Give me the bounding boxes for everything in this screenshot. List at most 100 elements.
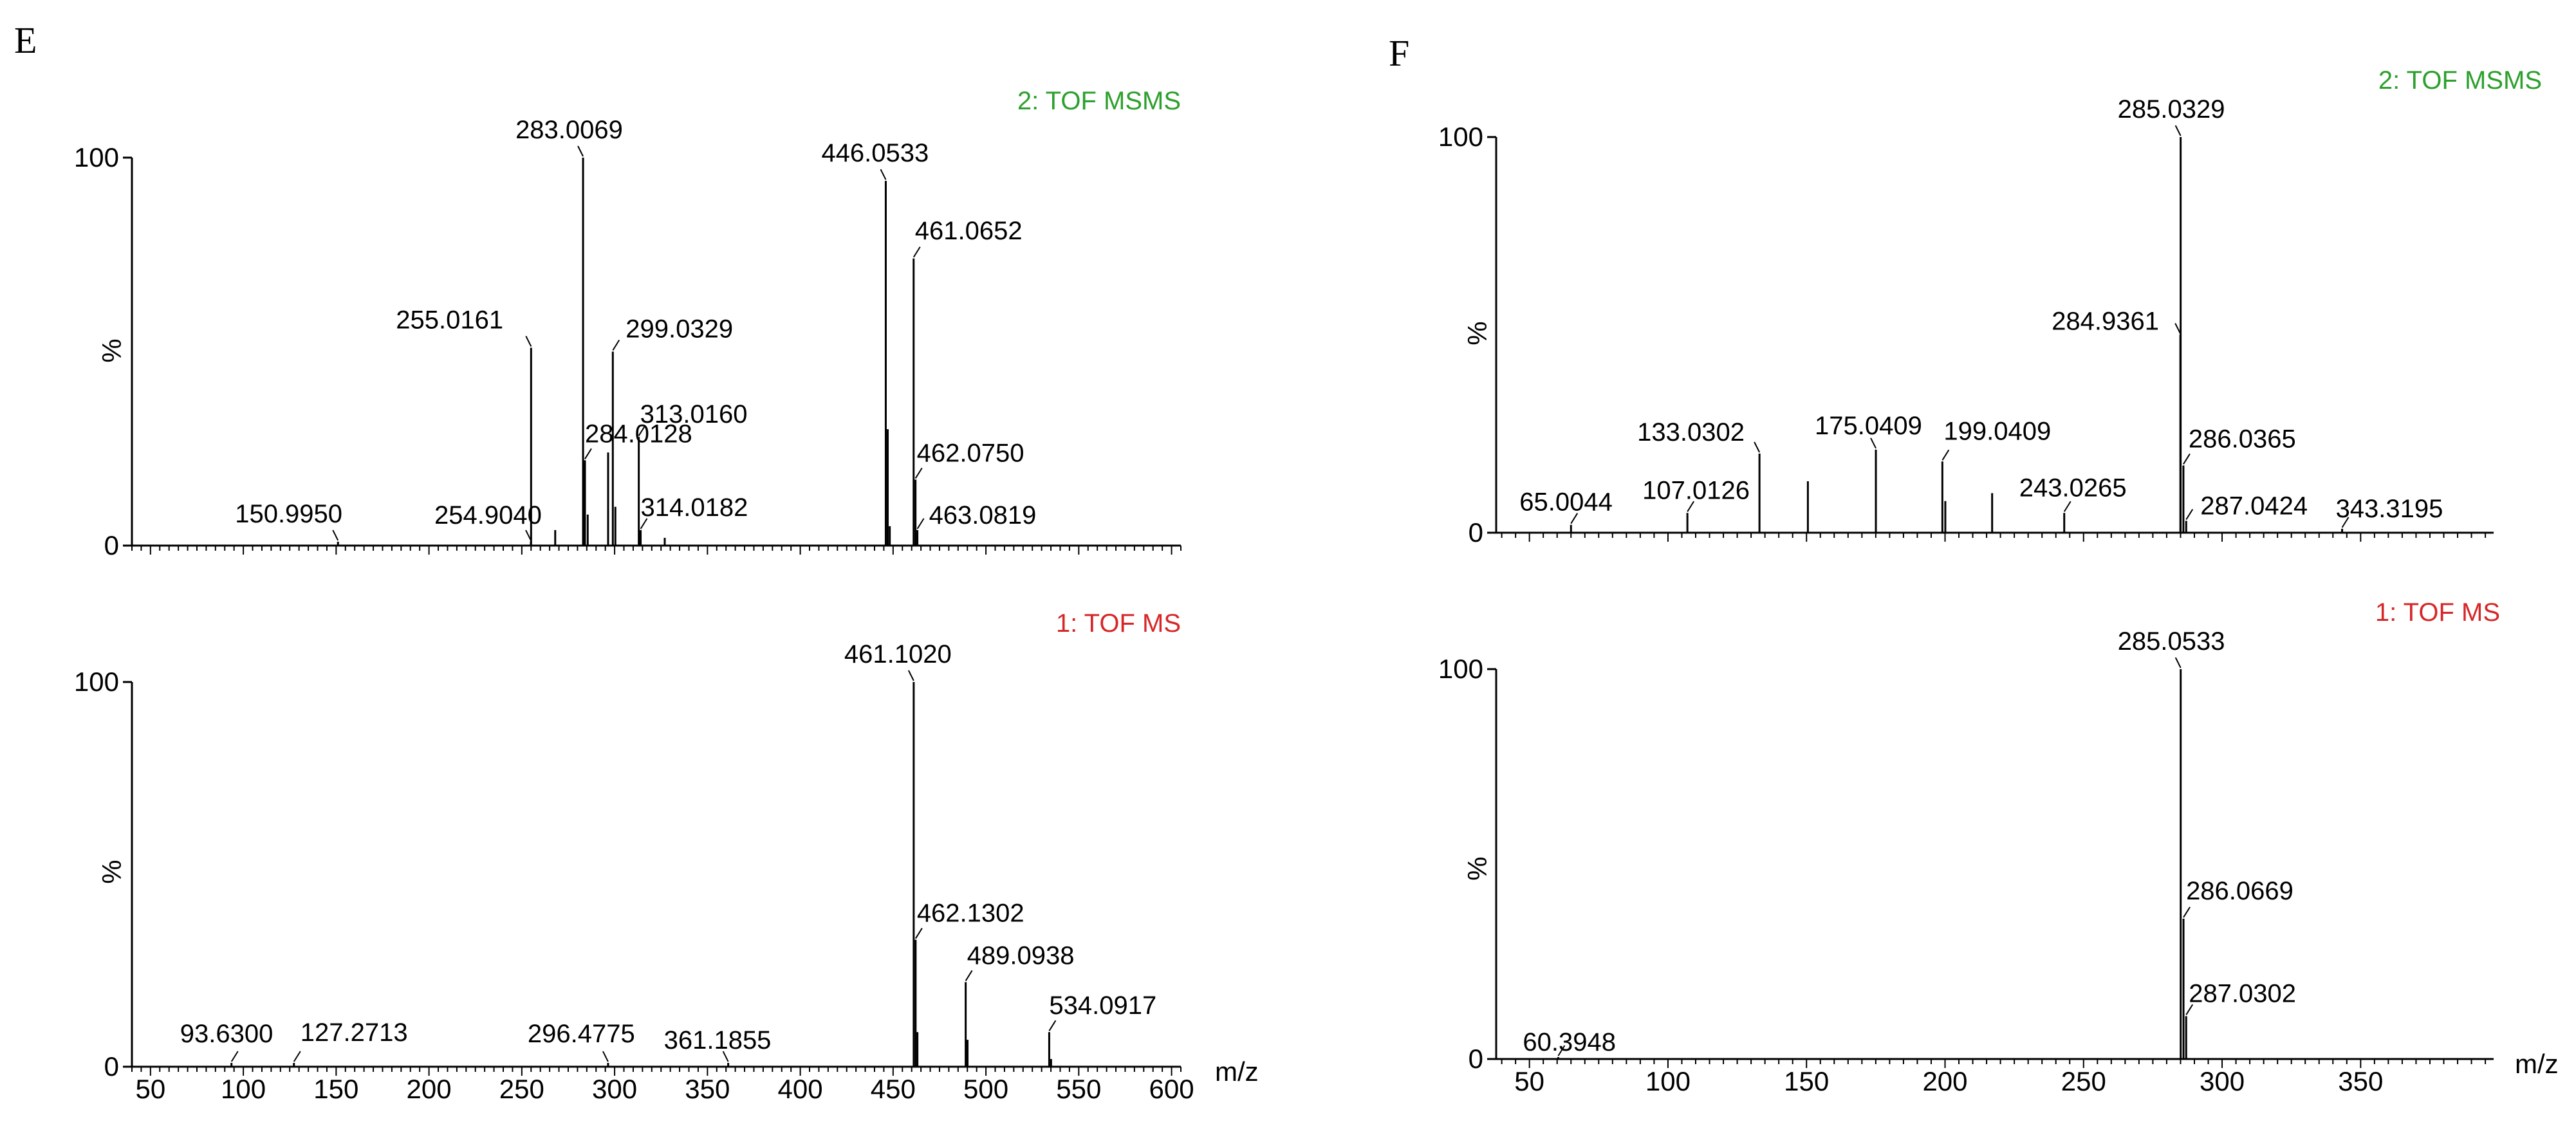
peak-label-leader xyxy=(880,169,887,180)
peak-label: 343.3195 xyxy=(2336,495,2443,523)
peak-label: 286.0669 xyxy=(2186,877,2293,905)
peak-label: 489.0938 xyxy=(967,941,1075,970)
x-tick-label: 50 xyxy=(135,1074,165,1104)
peak-label-leader xyxy=(525,336,532,347)
function-label: 2: TOF MSMS xyxy=(2378,66,2542,95)
x-tick-label: 250 xyxy=(2061,1066,2106,1096)
x-tick-label: 600 xyxy=(1149,1074,1194,1104)
peak-label-leader xyxy=(2174,657,2182,668)
x-tick-label: 200 xyxy=(1922,1066,1967,1096)
peak-label: 284.9361 xyxy=(2052,308,2159,336)
peak-label: 462.0750 xyxy=(917,439,1024,467)
x-axis-unit-label: m/z xyxy=(2515,1049,2559,1079)
peak-label: 286.0365 xyxy=(2189,425,2296,453)
peak-label: 463.0819 xyxy=(929,501,1037,530)
x-tick-label: 150 xyxy=(313,1074,358,1104)
peak-label-leader xyxy=(1570,513,1579,524)
peak-label: 461.0652 xyxy=(915,217,1023,245)
peak-label-leader xyxy=(916,518,925,530)
panel-f-x-axis: m/z 50 100 150 200 250 300 350 xyxy=(1514,1049,2558,1096)
x-tick-label: 150 xyxy=(1784,1066,1829,1096)
peak-label: 313.0160 xyxy=(640,400,748,428)
x-tick-label: 250 xyxy=(499,1074,544,1104)
peak-label-leader xyxy=(1754,441,1761,453)
peak-label: 133.0302 xyxy=(1637,418,1745,447)
peak-label-leader xyxy=(2185,509,2194,520)
peak-label-leader xyxy=(2174,125,2182,136)
peak-label: 175.0409 xyxy=(1815,412,1922,440)
peak-label: 254.9040 xyxy=(434,501,542,530)
x-tick-label: 50 xyxy=(1514,1066,1544,1096)
peak-label: 461.1020 xyxy=(844,640,952,668)
peak-label: 150.9950 xyxy=(235,500,342,528)
peak-label: 243.0265 xyxy=(2019,474,2127,502)
peak-label-leader xyxy=(965,970,973,981)
peak-label: 283.0069 xyxy=(515,116,623,144)
peak-label: 446.0533 xyxy=(821,139,929,167)
peak-label: 60.3948 xyxy=(1523,1028,1616,1056)
peak-label: 361.1855 xyxy=(664,1026,772,1055)
peak-label-leader xyxy=(2183,453,2191,465)
peak-label-leader xyxy=(612,339,620,351)
y-tick-label: 100 xyxy=(74,667,119,697)
panel-f-tof-msms-spectrum: 2: TOF MSMS % 0 100 65.0044 107.0126 133.030… xyxy=(1438,66,2542,548)
peak-label: 285.0329 xyxy=(2118,95,2225,124)
x-tick-label: 300 xyxy=(592,1074,637,1104)
x-tick-label: 200 xyxy=(407,1074,452,1104)
y-axis-label: % xyxy=(97,860,127,883)
y-tick-label: 0 xyxy=(1469,517,1483,548)
y-tick-label: 0 xyxy=(104,1051,119,1082)
y-tick-label: 0 xyxy=(104,530,119,560)
x-tick-label: 100 xyxy=(1645,1066,1691,1096)
peak-label-leader xyxy=(1687,501,1694,512)
peak-label: 199.0409 xyxy=(1943,417,2051,445)
peak-label-leader xyxy=(602,1051,609,1062)
y-axis-label: % xyxy=(97,338,127,362)
x-tick-label: 450 xyxy=(871,1074,916,1104)
y-axis-label: % xyxy=(1462,321,1492,345)
x-tick-label: 550 xyxy=(1056,1074,1101,1104)
peak-label: 296.4775 xyxy=(528,1020,635,1048)
function-label: 2: TOF MSMS xyxy=(1017,87,1181,115)
peak-label-leader xyxy=(577,145,584,157)
peak-label: 65.0044 xyxy=(1519,488,1613,517)
peak-label-leader xyxy=(914,467,923,479)
peak-label-leader xyxy=(2063,501,2071,512)
peak-label-leader xyxy=(1870,438,1876,449)
y-tick-label: 100 xyxy=(1438,654,1483,684)
peak-label-leader xyxy=(1557,1045,1566,1056)
panel-e-tof-msms-spectrum: 2: TOF MSMS % 0 100 150.9950 254.9040 255.01… xyxy=(74,87,1181,560)
x-tick-label: 400 xyxy=(778,1074,823,1104)
x-tick-label: 500 xyxy=(963,1074,1008,1104)
y-tick-label: 100 xyxy=(74,142,119,172)
peak-label-leader xyxy=(2185,1004,2194,1015)
y-tick-label: 0 xyxy=(1469,1044,1483,1074)
panel-letter-e: E xyxy=(14,19,37,61)
x-tick-label: 350 xyxy=(2338,1066,2383,1096)
panel-e-tof-ms-spectrum: 1: TOF MS % 0 100 93.6300 127.2713 296.4775 3… xyxy=(74,609,1181,1082)
function-label: 1: TOF MS xyxy=(2375,598,2500,627)
peak-label-leader xyxy=(913,246,921,258)
peak-label-leader xyxy=(1941,449,1950,461)
y-axis-label: % xyxy=(1462,856,1492,880)
peak-label: 299.0329 xyxy=(625,315,733,344)
panel-f-tof-ms-spectrum: 1: TOF MS % 0 100 60.3948 285.0533 286.0669 2… xyxy=(1438,598,2500,1074)
peak-label-leader xyxy=(2183,907,2191,918)
panel-letter-f: F xyxy=(1389,32,1409,74)
peak-label: 287.0302 xyxy=(2189,979,2296,1008)
peak-label: 314.0182 xyxy=(641,493,748,522)
x-tick-label: 100 xyxy=(221,1074,266,1104)
y-tick-label: 100 xyxy=(1438,122,1483,152)
x-tick-label: 300 xyxy=(2200,1066,2245,1096)
peak-label-leader xyxy=(2341,517,2349,528)
peak-label: 255.0161 xyxy=(396,306,503,334)
peak-label-leader xyxy=(293,1051,301,1062)
peak-label: 534.0917 xyxy=(1049,991,1156,1020)
peak-label-leader xyxy=(525,530,532,541)
peak-label: 107.0126 xyxy=(1642,476,1750,504)
peak-label-leader xyxy=(640,518,648,530)
peak-label-leader xyxy=(722,1051,729,1062)
panel-e-x-axis: m/z 50 100 150 200 250 300 350 400 450 500 550 600 xyxy=(135,1056,1258,1104)
peak-label-leader xyxy=(230,1051,239,1062)
